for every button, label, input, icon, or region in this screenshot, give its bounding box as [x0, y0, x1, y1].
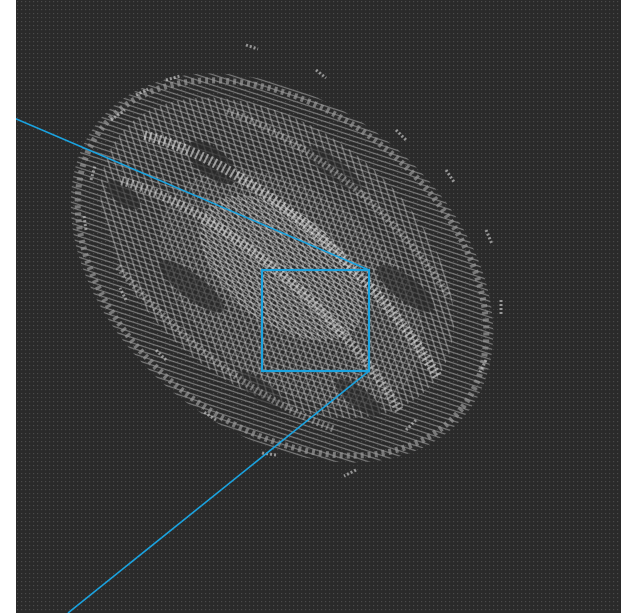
brain-glyph-image	[16, 0, 621, 613]
zoom-connector-upper	[16, 117, 370, 271]
zoom-overlay	[16, 117, 371, 613]
zoom-connector-lower	[67, 370, 370, 613]
brain-scan-panel	[16, 0, 621, 613]
zoom-region-box[interactable]	[260, 268, 371, 373]
cortical-glyph-fragments	[82, 43, 503, 478]
brain-tissue	[70, 73, 494, 463]
